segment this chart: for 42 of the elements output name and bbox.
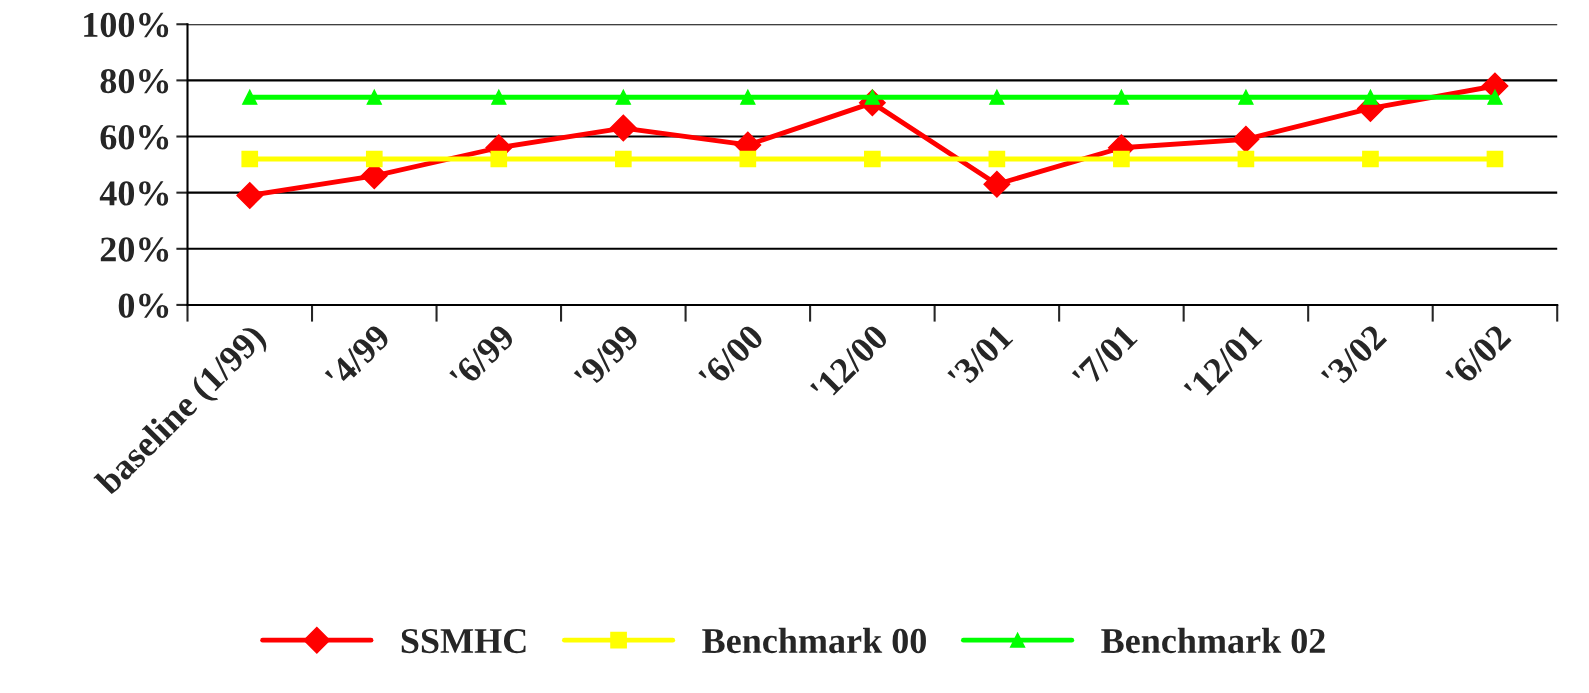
x-tick-label: '4/99: [324, 323, 392, 391]
x-tick-label: '3/02: [1320, 323, 1388, 391]
point: [983, 170, 1011, 198]
y-tick-label: 0%: [118, 293, 169, 318]
point: [365, 150, 383, 168]
legend-label: Benchmark 00: [702, 627, 926, 654]
y-tick-label: 100%: [84, 12, 169, 38]
x-tick-label: '6/02: [1445, 323, 1512, 391]
point: [1237, 150, 1255, 168]
point: [1362, 150, 1379, 168]
point: [241, 150, 259, 168]
point: [1486, 150, 1504, 168]
point: [1238, 89, 1254, 105]
legend-label: SSMHC: [401, 628, 526, 654]
point: [739, 150, 757, 168]
x-tick-label: '3/01: [947, 323, 1014, 391]
x-tick-label: '9/99: [573, 323, 641, 391]
y-tick-label: 80%: [100, 68, 169, 94]
y-tick-label: 60%: [100, 125, 169, 150]
point: [1113, 150, 1130, 168]
y-tick-label: 40%: [99, 181, 169, 206]
point: [609, 114, 637, 142]
legend-label: Benchmark 02: [1101, 627, 1325, 654]
point: [1232, 125, 1260, 153]
point: [236, 181, 264, 209]
point: [491, 89, 507, 105]
point: [988, 150, 1006, 168]
point: [864, 150, 881, 168]
point: [614, 150, 632, 168]
point: [989, 89, 1005, 105]
point: [740, 89, 756, 105]
point: [1487, 89, 1503, 105]
point: [490, 150, 508, 168]
point: [242, 89, 258, 105]
x-tick-label: '6/99: [449, 323, 516, 391]
x-tick-label: '6/00: [698, 323, 765, 391]
y-tick-label: 20%: [100, 237, 169, 262]
point: [615, 89, 631, 105]
point: [366, 89, 382, 105]
point: [1113, 89, 1130, 105]
point: [1362, 89, 1379, 105]
x-tick-label: '7/01: [1071, 323, 1139, 391]
